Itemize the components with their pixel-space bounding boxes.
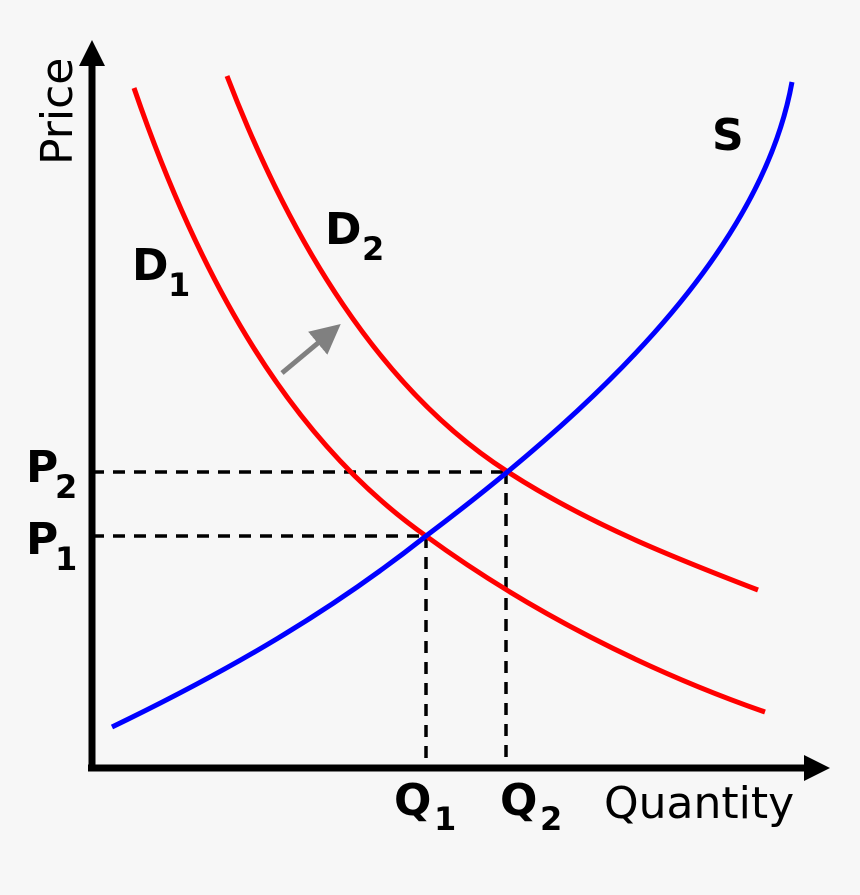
q2-subscript: 2: [540, 800, 562, 838]
demand1-label: D 1: [132, 240, 190, 304]
p1-subscript: 1: [55, 540, 77, 578]
p2-letter: P: [26, 442, 58, 493]
q1-letter: Q: [394, 775, 431, 826]
q1-label: Q 1: [394, 775, 456, 838]
demand2-label: D 2: [325, 204, 384, 268]
p1-label: P 1: [26, 514, 77, 578]
supply-curve: [110, 81, 795, 730]
y-axis-arrowhead: [79, 40, 105, 66]
demand-shift-arrow: [280, 324, 341, 375]
q2-label: Q 2: [500, 775, 562, 838]
axes: [79, 40, 830, 781]
demand1-letter: D: [132, 240, 169, 291]
supply-label: S: [712, 110, 744, 161]
q1-subscript: 1: [434, 800, 456, 838]
guide-lines: [92, 470, 508, 768]
x-axis-label: Quantity: [604, 778, 794, 829]
demand-curve-2: [224, 75, 759, 593]
demand-curve-1: [131, 87, 766, 715]
y-axis-label: Price: [32, 58, 83, 165]
demand1-subscript: 1: [168, 266, 190, 304]
p1-letter: P: [26, 514, 58, 565]
x-axis-arrowhead: [804, 755, 830, 781]
q2-letter: Q: [500, 775, 537, 826]
demand2-subscript: 2: [362, 230, 384, 268]
p2-label: P 2: [26, 442, 77, 506]
p2-subscript: 2: [55, 468, 77, 506]
demand2-letter: D: [325, 204, 362, 255]
